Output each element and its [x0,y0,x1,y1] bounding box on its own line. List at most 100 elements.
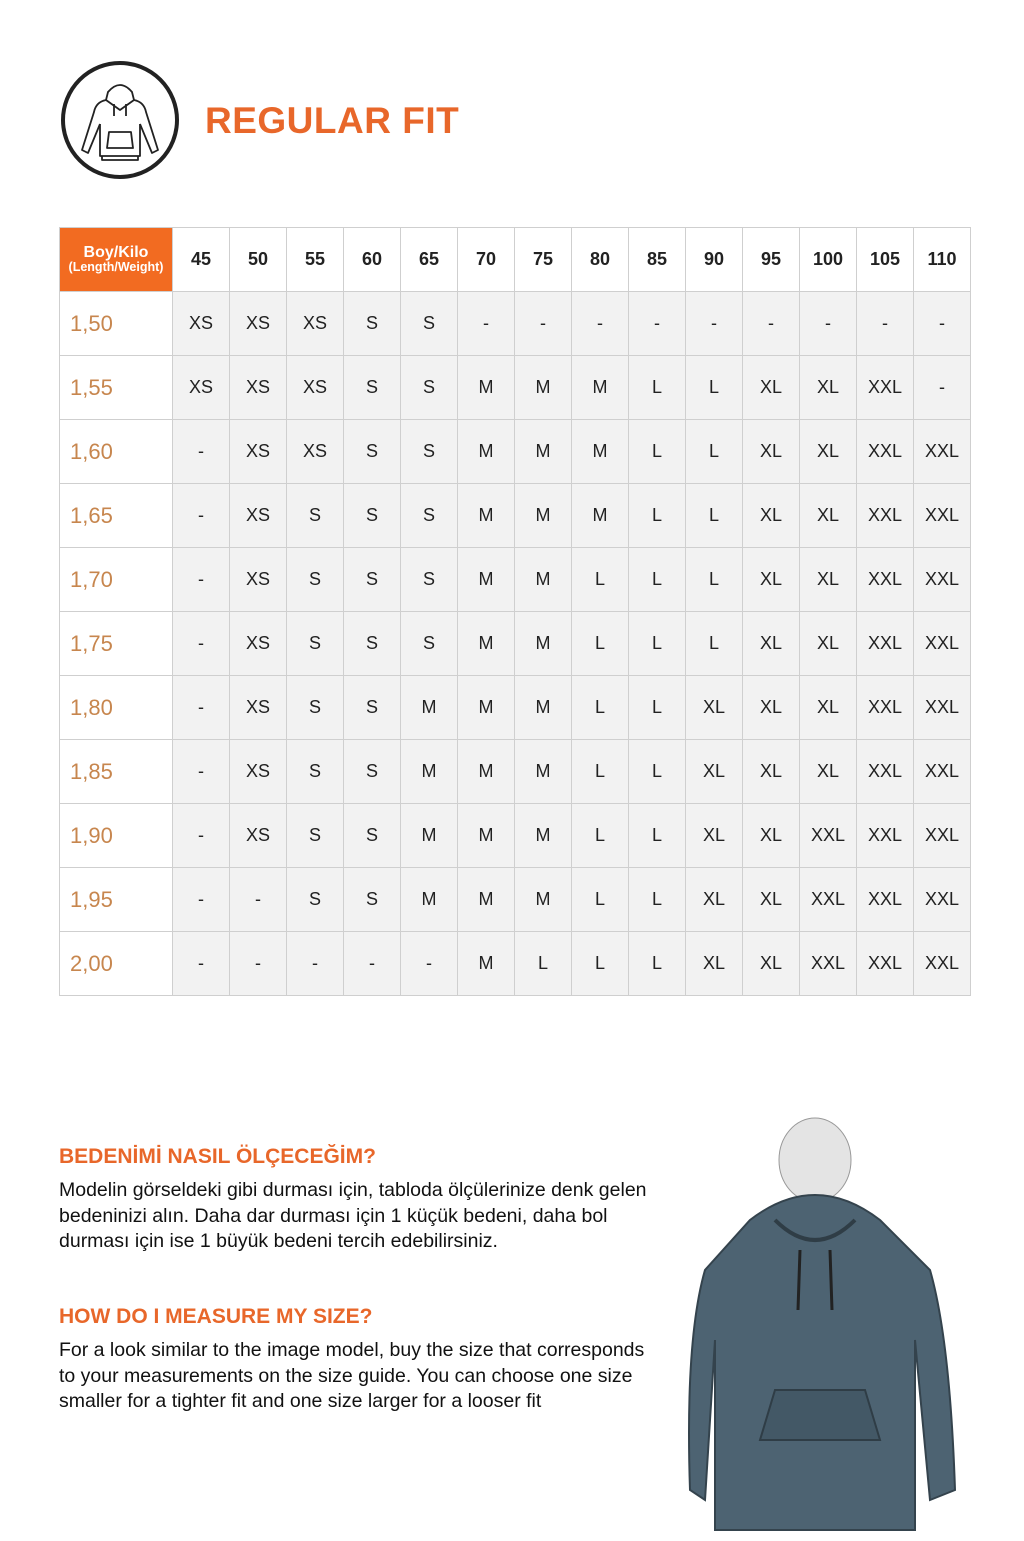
size-cell: XL [685,867,743,932]
table-row: 1,85- XS S S M M M L L XL XL XL XXL XXL [59,739,971,804]
weight-header: 110 [913,227,971,292]
size-cell: XXL [799,803,857,868]
size-cell: XXL [856,483,914,548]
size-cell: L [514,931,572,996]
size-cell: XS [229,611,287,676]
table-row: 1,60- XS XS S S M M M L L XL XL XXL XXL [59,419,971,484]
size-cell: - [856,291,914,356]
size-cell: M [400,867,458,932]
guide-tr-heading: BEDENİMİ NASIL ÖLÇECEĞİM? [59,1145,376,1168]
size-cell: M [514,611,572,676]
size-cell: XS [286,419,344,484]
size-cell: - [799,291,857,356]
size-cell: L [628,675,686,740]
size-cell: S [343,547,401,612]
size-cell: S [343,419,401,484]
size-cell: M [457,675,515,740]
size-cell: XL [685,675,743,740]
size-cell: S [286,547,344,612]
size-cell: S [343,611,401,676]
size-cell: L [571,867,629,932]
size-cell: M [457,931,515,996]
size-cell: XXL [856,803,914,868]
size-cell: - [685,291,743,356]
size-cell: XS [172,355,230,420]
size-cell: L [685,419,743,484]
size-cell: S [343,803,401,868]
size-cell: XS [229,419,287,484]
size-cell: S [286,867,344,932]
corner-sublabel: (Length/Weight) [68,260,164,275]
table-row: 1,65- XS S S S M M M L L XL XL XXL XXL [59,483,971,548]
size-cell: S [343,675,401,740]
height-label: 1,90 [59,803,173,868]
size-cell: XXL [856,739,914,804]
table-header-row: Boy/Kilo (Length/Weight) 45 50 55 60 65 70 75 8… [59,227,971,292]
size-cell: M [400,803,458,868]
size-cell: - [457,291,515,356]
size-cell: S [400,291,458,356]
size-cell: - [286,931,344,996]
size-cell: XL [685,739,743,804]
size-cell: L [628,355,686,420]
guide-en-text: For a look similar to the image model, b… [59,1339,645,1412]
size-cell: S [400,611,458,676]
size-cell: - [172,867,230,932]
size-cell: XXL [913,483,971,548]
size-cell: M [514,739,572,804]
size-cell: XL [742,355,800,420]
corner-header: Boy/Kilo (Length/Weight) [59,227,173,292]
size-cell: XL [742,931,800,996]
size-cell: S [400,483,458,548]
size-cell: L [628,803,686,868]
weight-header: 50 [229,227,287,292]
size-cell: XS [229,547,287,612]
size-cell: XXL [799,931,857,996]
size-cell: L [571,611,629,676]
size-cell: L [571,739,629,804]
size-cell: L [685,547,743,612]
size-cell: M [457,547,515,612]
size-cell: - [571,291,629,356]
size-cell: M [457,739,515,804]
size-cell: - [229,867,287,932]
height-label: 1,85 [59,739,173,804]
table-row: 1,95- - S S M M M L L XL XL XXL XXL XXL [59,867,971,932]
size-cell: XL [799,483,857,548]
size-cell: S [343,355,401,420]
height-label: 1,80 [59,675,173,740]
size-cell: - [343,931,401,996]
weight-header: 100 [799,227,857,292]
size-cell: - [742,291,800,356]
size-cell: - [514,291,572,356]
size-cell: S [286,611,344,676]
table-row: 1,70- XS S S S M M L L L XL XL XXL XXL [59,547,971,612]
size-cell: S [343,291,401,356]
height-label: 2,00 [59,931,173,996]
size-cell: - [400,931,458,996]
weight-header: 45 [172,227,230,292]
size-cell: - [913,355,971,420]
size-cell: XXL [913,547,971,612]
size-cell: XS [229,675,287,740]
size-cell: M [571,483,629,548]
size-cell: XL [742,803,800,868]
size-cell: XS [229,355,287,420]
size-cell: XL [742,419,800,484]
size-cell: M [571,355,629,420]
height-label: 1,95 [59,867,173,932]
size-cell: XXL [799,867,857,932]
size-cell: S [400,419,458,484]
size-cell: XL [685,803,743,868]
size-cell: M [457,803,515,868]
size-cell: L [571,675,629,740]
size-cell: XXL [913,931,971,996]
size-cell: S [286,739,344,804]
size-cell: L [685,355,743,420]
weight-header: 65 [400,227,458,292]
size-cell: - [172,611,230,676]
size-cell: XL [799,739,857,804]
size-cell: XXL [856,675,914,740]
size-cell: XL [799,611,857,676]
size-cell: L [571,931,629,996]
